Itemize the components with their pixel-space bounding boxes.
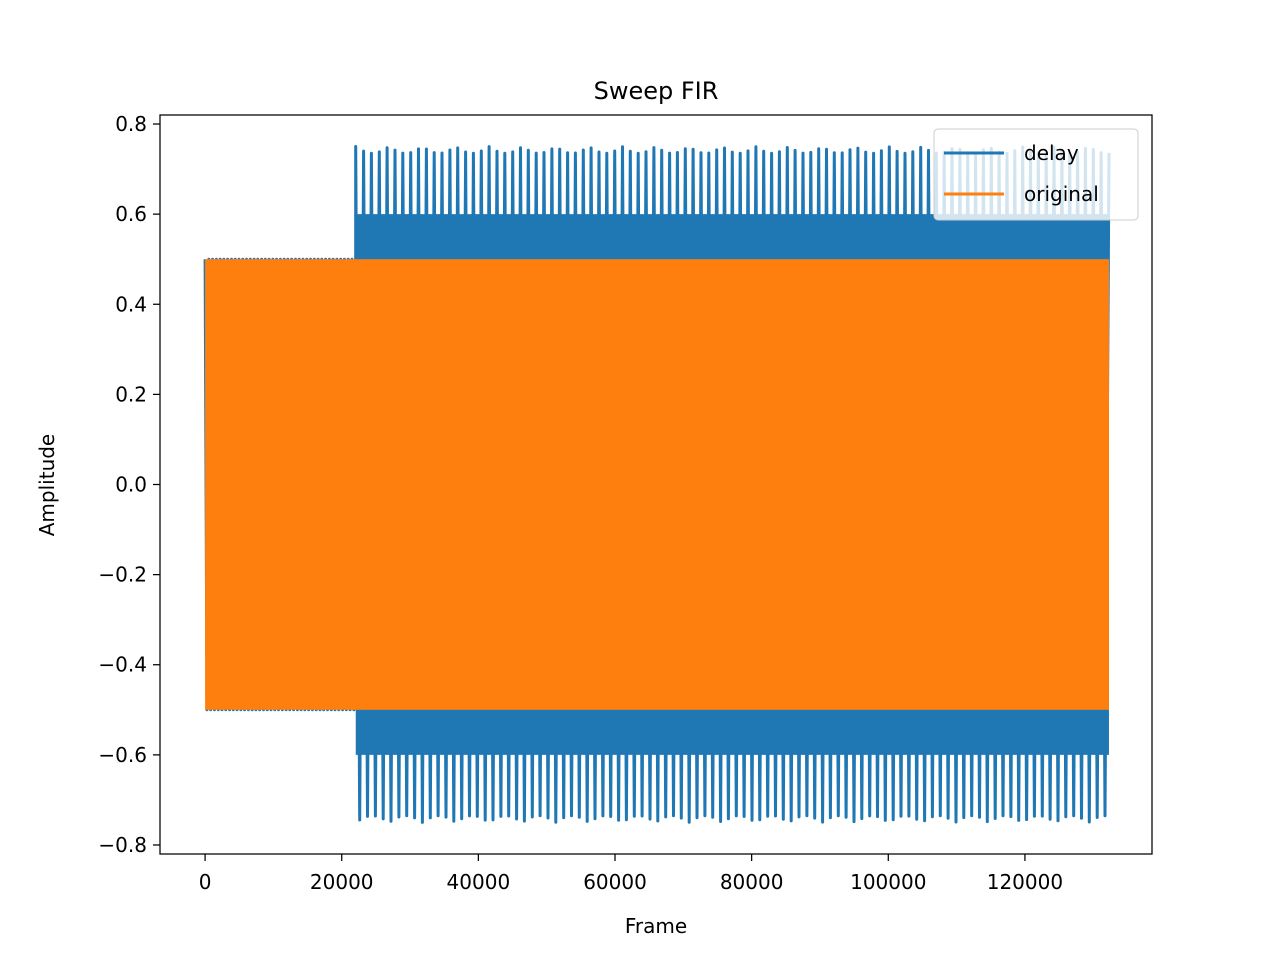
y-tick-label: −0.6 bbox=[98, 743, 147, 767]
x-tick-label: 0 bbox=[199, 870, 212, 894]
y-tick-label: 0.6 bbox=[115, 202, 147, 226]
y-tick-label: 0.8 bbox=[115, 112, 147, 136]
y-tick-label: 0.0 bbox=[115, 473, 147, 497]
x-tick-label: 60000 bbox=[583, 870, 647, 894]
y-tick-label: 0.2 bbox=[115, 382, 147, 406]
y-axis-label: Amplitude bbox=[35, 434, 59, 537]
x-axis-label: Frame bbox=[625, 914, 687, 938]
y-tick-label: −0.4 bbox=[98, 653, 147, 677]
y-tick-label: 0.4 bbox=[115, 292, 147, 316]
x-tick-label: 80000 bbox=[720, 870, 784, 894]
legend: delay original bbox=[933, 128, 1139, 221]
legend-label-delay: delay bbox=[1024, 141, 1079, 165]
x-tick-label: 20000 bbox=[310, 870, 374, 894]
legend-label-original: original bbox=[1024, 182, 1099, 206]
chart-title: Sweep FIR bbox=[594, 77, 719, 105]
x-tick-label: 40000 bbox=[447, 870, 511, 894]
x-axis-ticks: 0 20000 40000 60000 80000 100000 120000 bbox=[199, 854, 1063, 894]
series-layer bbox=[203, 145, 1111, 824]
y-axis-ticks: −0.8 −0.6 −0.4 −0.2 0.0 0.2 0.4 0.6 0.8 bbox=[98, 112, 160, 857]
plot-area bbox=[159, 114, 1153, 855]
y-tick-label: −0.2 bbox=[98, 563, 147, 587]
y-tick-label: −0.8 bbox=[98, 833, 147, 857]
x-tick-label: 100000 bbox=[850, 870, 926, 894]
x-tick-label: 120000 bbox=[987, 870, 1063, 894]
series-original-area bbox=[205, 259, 1109, 710]
